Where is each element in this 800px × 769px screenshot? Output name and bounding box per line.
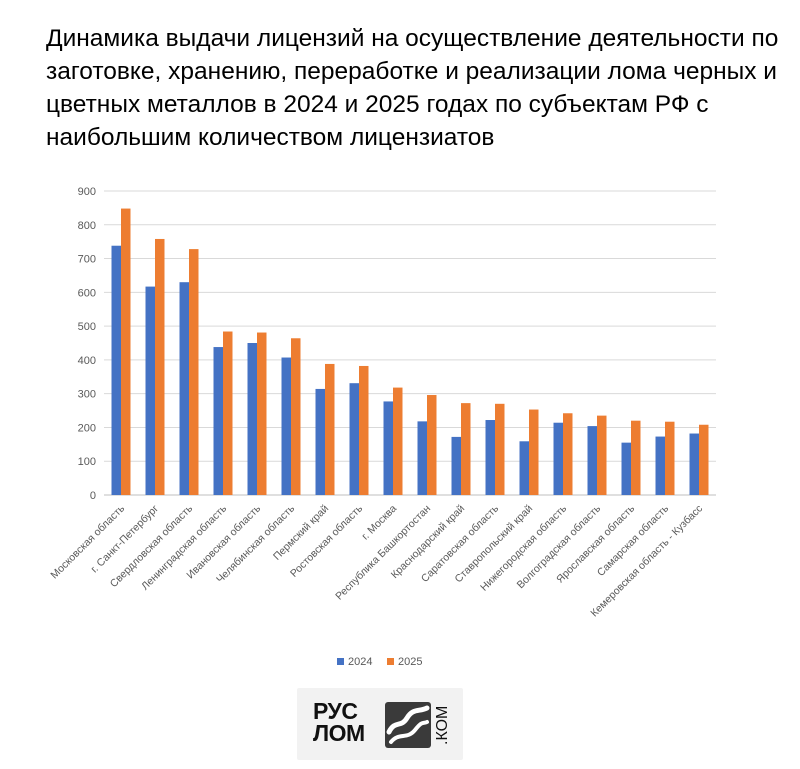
bar-2024 [145,286,155,495]
y-tick-label: 900 [78,186,96,198]
bar-2025 [189,249,199,495]
bar-2024 [281,357,291,495]
bar-2025 [563,413,573,495]
bar-2025 [393,387,403,495]
bar-2024 [655,436,665,495]
logo-suffix: .КОМ [434,705,451,745]
legend-swatch-2025 [387,658,394,665]
y-tick-label: 100 [78,456,96,468]
bar-2025 [121,208,131,495]
bar-2025 [529,409,539,495]
bar-2024 [587,426,597,495]
bar-2025 [223,331,233,495]
bar-2025 [155,238,165,495]
bar-2025 [427,395,437,495]
y-tick-label: 500 [78,321,96,333]
bar-2025 [665,421,675,495]
bar-2024 [553,422,563,495]
bar-2024 [213,347,223,495]
y-tick-label: 300 [78,389,96,401]
y-tick-label: 200 [78,422,96,434]
bar-2025 [495,403,505,495]
logo-emblem-icon [385,702,431,748]
bar-2025 [597,415,607,495]
bar-2024 [451,436,461,495]
y-tick-label: 400 [78,355,96,367]
legend-swatch-2024 [337,658,344,665]
bar-2025 [291,338,301,495]
y-tick-label: 600 [78,287,96,299]
bar-2024 [519,441,529,495]
bar-2024 [485,420,495,495]
bar-2025 [359,365,369,495]
bar-2024 [111,245,121,495]
bar-2024 [315,388,325,495]
legend-label-2025: 2025 [398,656,422,668]
bar-2025 [699,424,709,495]
bar-2024 [247,343,257,495]
bar-2025 [257,332,267,495]
bar-2025 [461,403,471,495]
bar-2025 [325,363,335,495]
bar-2025 [631,420,641,495]
bar-2024 [179,282,189,495]
y-tick-label: 800 [78,220,96,232]
logo-wordmark: РУС ЛОМ [313,698,365,746]
bar-2024 [349,383,359,495]
logo-line-2: ЛОМ [313,720,365,746]
bar-2024 [689,433,699,495]
legend-label-2024: 2024 [348,656,372,668]
y-tick-label: 700 [78,254,96,266]
bar-2024 [383,401,393,495]
page-title: Динамика выдачи лицензий на осуществлени… [46,25,779,151]
logo-line-1: РУС [313,698,358,724]
bar-2024 [621,442,631,495]
ruslom-logo: РУС ЛОМ .КОМ [297,688,463,760]
y-tick-label: 0 [90,490,96,502]
bar-2024 [417,421,427,495]
